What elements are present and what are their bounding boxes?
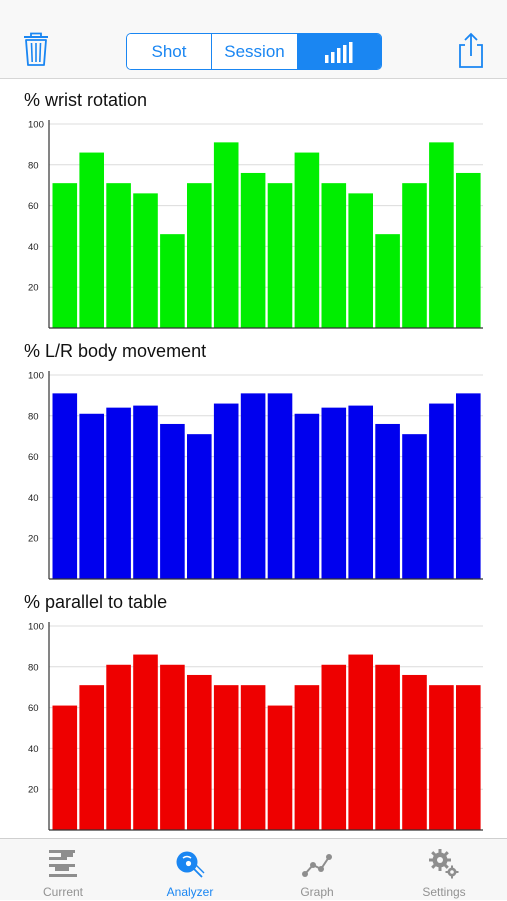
y-tick-label: 40 — [28, 242, 39, 253]
chart-title: % L/R body movement — [24, 341, 207, 361]
bar — [402, 183, 427, 328]
tab-current[interactable]: Current — [0, 839, 126, 901]
bar — [240, 172, 266, 328]
y-tick-label: 40 — [28, 744, 39, 755]
bar — [375, 234, 400, 328]
bar — [348, 654, 373, 830]
bar — [456, 172, 481, 328]
bar — [133, 654, 158, 830]
tab-current-label: Current — [42, 885, 83, 899]
y-tick-label: 80 — [28, 160, 39, 171]
bar — [429, 403, 454, 579]
bar — [160, 664, 185, 830]
bar — [321, 183, 347, 328]
bar — [294, 413, 320, 579]
bar — [52, 393, 78, 579]
y-tick-label: 100 — [28, 371, 44, 382]
bar — [240, 393, 266, 579]
bar — [133, 193, 158, 328]
analyzer-icon — [176, 851, 205, 878]
bar — [160, 234, 185, 328]
navigation-bar: Shot Session — [0, 0, 507, 79]
tab-graph[interactable]: Graph — [254, 839, 380, 901]
bar — [402, 434, 427, 579]
y-tick-label: 60 — [28, 201, 39, 212]
y-tick-label: 80 — [28, 411, 39, 422]
bar — [106, 407, 131, 579]
trash-icon[interactable] — [18, 31, 54, 69]
bar — [402, 674, 427, 830]
bar — [52, 705, 78, 830]
bar — [321, 407, 347, 579]
bar — [456, 685, 481, 830]
bar-chart-icon — [324, 41, 352, 63]
bar — [456, 393, 481, 579]
bar — [79, 152, 104, 328]
y-tick-label: 100 — [28, 622, 44, 633]
bar — [187, 434, 212, 579]
tab-analyzer-label: Analyzer — [166, 885, 214, 899]
bar — [375, 423, 400, 579]
settings-icon — [429, 849, 459, 879]
segment-session-label: Session — [224, 41, 285, 61]
bar — [79, 413, 104, 579]
y-tick-label: 60 — [28, 703, 39, 714]
bar — [294, 685, 320, 830]
bar — [187, 674, 212, 830]
bar — [348, 193, 373, 328]
bar — [213, 685, 239, 830]
y-tick-label: 20 — [28, 283, 39, 294]
bar — [321, 664, 347, 830]
bar — [133, 405, 158, 579]
bar-chart: 20 40 60 80 100 — [28, 371, 483, 580]
bar — [294, 152, 320, 328]
tab-graph-label: Graph — [300, 885, 334, 899]
segment-shot-label: Shot — [151, 41, 187, 61]
segment-shot[interactable]: Shot — [127, 34, 211, 69]
bar — [267, 393, 293, 579]
bar — [375, 664, 400, 830]
bar-chart: 20 40 60 80 100 — [28, 622, 483, 831]
tab-settings-label: Settings — [422, 885, 466, 899]
tab-analyzer[interactable]: Analyzer — [127, 839, 253, 901]
tab-bar: Current Analyzer Graph — [0, 838, 507, 900]
share-icon[interactable] — [452, 30, 490, 70]
y-tick-label: 40 — [28, 493, 39, 504]
graph-icon — [302, 854, 332, 877]
bar — [187, 183, 212, 328]
bar — [160, 423, 185, 579]
tab-settings[interactable]: Settings — [381, 839, 507, 901]
y-tick-label: 100 — [28, 120, 44, 131]
segment-analyzer-bars[interactable] — [297, 34, 381, 69]
bar — [106, 183, 131, 328]
bar — [429, 142, 454, 328]
bar — [52, 183, 78, 328]
bar — [348, 405, 373, 579]
y-tick-label: 80 — [28, 662, 39, 673]
segment-session[interactable]: Session — [211, 34, 297, 69]
bar — [240, 685, 266, 830]
bar — [106, 664, 131, 830]
bar — [267, 705, 293, 830]
chart-title: % parallel to table — [24, 592, 168, 612]
y-tick-label: 60 — [28, 452, 39, 463]
chart-title: % wrist rotation — [24, 90, 148, 110]
view-segmented-control: Shot Session — [126, 33, 382, 70]
y-tick-label: 20 — [28, 534, 39, 545]
bar — [213, 142, 239, 328]
bar — [267, 183, 293, 328]
bar — [429, 685, 454, 830]
bar — [213, 403, 239, 579]
bar — [79, 685, 104, 830]
bar-chart: 20 40 60 80 100 — [28, 120, 483, 329]
y-tick-label: 20 — [28, 785, 39, 796]
current-icon — [49, 850, 77, 877]
